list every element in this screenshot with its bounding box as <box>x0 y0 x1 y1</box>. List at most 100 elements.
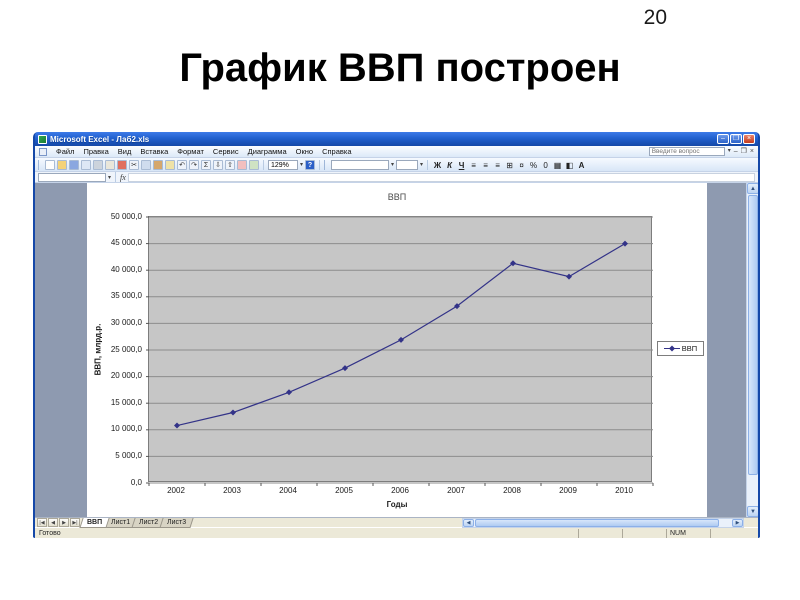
redo-icon[interactable]: ↷ <box>189 159 199 170</box>
save-icon[interactable] <box>69 159 79 170</box>
spelling-icon[interactable] <box>117 159 127 170</box>
y-axis-tick-label: 30 000,0 <box>110 317 142 327</box>
menu-item-вид[interactable]: Вид <box>117 147 132 156</box>
x-axis-tick-label: 2006 <box>391 486 409 495</box>
help-icon[interactable]: ? <box>305 159 316 170</box>
menu-item-формат[interactable]: Формат <box>177 147 204 156</box>
underline-button[interactable]: Ч <box>458 161 465 170</box>
scroll-down-icon[interactable]: ▼ <box>747 506 758 517</box>
font-size-select[interactable] <box>396 159 419 170</box>
vertical-scroll-thumb[interactable] <box>748 195 758 475</box>
drawing-icon[interactable] <box>249 159 259 170</box>
paste-icon[interactable] <box>153 159 163 170</box>
align-left-icon[interactable]: ≡ <box>471 161 476 170</box>
last-sheet-button[interactable]: ▶| <box>70 518 80 527</box>
prev-sheet-button[interactable]: ◀ <box>48 518 58 527</box>
currency-icon[interactable]: ¤ <box>519 161 524 170</box>
font-color-icon[interactable]: А <box>578 161 585 170</box>
comma-style-icon[interactable]: 0 <box>543 161 548 170</box>
slide-title: График ВВП построен <box>179 46 621 90</box>
y-axis-tick-label: 5 000,0 <box>115 450 142 460</box>
menu-item-диаграмма[interactable]: Диаграмма <box>247 147 287 156</box>
toolbar-separator <box>319 159 321 170</box>
font-name-select[interactable] <box>331 159 390 170</box>
toolbar-grip[interactable] <box>38 159 41 170</box>
copy-icon[interactable] <box>141 159 151 170</box>
format-painter-icon[interactable] <box>165 159 175 170</box>
italic-button[interactable]: К <box>447 161 452 170</box>
question-input[interactable] <box>648 147 725 156</box>
chart-legend[interactable]: ВВП <box>657 341 704 356</box>
first-sheet-button[interactable]: |◀ <box>37 518 47 527</box>
sort-ascending-icon[interactable]: ⇩ <box>213 159 223 170</box>
chart-sheet[interactable]: ВВП ВВП, млрд.р. Годы ВВП 0,0 5 000,0 10 0… <box>87 183 707 517</box>
open-icon[interactable] <box>57 159 67 170</box>
workbook-icon <box>39 147 47 156</box>
y-axis-tick-label: 45 000,0 <box>110 238 142 248</box>
align-center-icon[interactable]: ≡ <box>483 161 488 170</box>
plot-area[interactable] <box>146 216 654 486</box>
toolbar-grip[interactable] <box>324 159 327 170</box>
status-cell <box>578 528 622 538</box>
y-axis-tick-label: 20 000,0 <box>110 371 142 381</box>
x-axis-tick-label: 2007 <box>447 486 465 495</box>
autosum-icon[interactable]: Σ <box>201 159 211 170</box>
name-box-dropdown-arrow-icon[interactable]: ▾ <box>108 174 112 181</box>
undo-icon[interactable]: ↶ <box>177 159 187 170</box>
print-icon[interactable] <box>93 159 103 170</box>
window-titlebar[interactable]: Microsoft Excel - Лаб2.xls – ❐ × <box>35 132 758 146</box>
new-document-icon[interactable] <box>45 159 55 170</box>
scroll-right-icon[interactable]: ▶ <box>732 519 743 527</box>
sheet-tab-ввп[interactable]: ВВП <box>79 517 110 528</box>
toolbars-row: ✂ ↶ ↷ Σ ⇩ ⇧ 129% ▾ ? ▾ ▾ Ж К Ч ≡ ≡ ≡ ⊞ ¤% 0 ▦ ◧ А <box>35 158 758 172</box>
name-box[interactable] <box>38 172 106 182</box>
sheet-tabs: ВВП Лист1 Лист2 Лист3 <box>79 517 195 528</box>
percent-icon[interactable]: % <box>529 161 538 170</box>
horizontal-scroll-thumb[interactable] <box>475 519 719 527</box>
scroll-up-icon[interactable]: ▲ <box>747 183 758 194</box>
restore-button[interactable]: ❐ <box>730 134 742 144</box>
menu-item-окно[interactable]: Окно <box>295 147 314 156</box>
borders-icon[interactable]: ▦ <box>553 161 562 170</box>
workbook-close-icon[interactable]: × <box>749 148 754 155</box>
cut-icon[interactable]: ✂ <box>129 159 139 170</box>
workarea: ВВП ВВП, млрд.р. Годы ВВП 0,0 5 000,0 10 0… <box>35 183 758 517</box>
menu-item-сервис[interactable]: Сервис <box>212 147 239 156</box>
next-sheet-button[interactable]: ▶ <box>59 518 69 527</box>
zoom-select[interactable]: 129% <box>268 159 298 170</box>
scroll-left-icon[interactable]: ◀ <box>463 519 474 527</box>
y-axis-tick-label: 50 000,0 <box>110 211 142 221</box>
align-right-icon[interactable]: ≡ <box>495 161 500 170</box>
formatting-toolbar: Ж К Ч ≡ ≡ ≡ ⊞ ¤% 0 ▦ ◧ А <box>432 159 587 170</box>
menu-item-справка[interactable]: Справка <box>322 147 352 156</box>
fill-color-icon[interactable]: ◧ <box>565 161 574 170</box>
sheet-tab-лист3[interactable]: Лист3 <box>159 517 195 528</box>
workbook-minimize-icon[interactable]: – <box>733 148 738 155</box>
workbook-restore-icon[interactable]: ❐ <box>740 148 747 155</box>
x-axis-tick-label: 2010 <box>615 486 633 495</box>
menu-item-правка[interactable]: Правка <box>83 147 109 156</box>
font-dropdown-arrow-icon[interactable]: ▾ <box>391 162 395 168</box>
y-axis-tick-label: 10 000,0 <box>110 424 142 434</box>
formula-input[interactable] <box>127 172 755 182</box>
print-preview-icon[interactable] <box>105 159 115 170</box>
merge-center-icon[interactable]: ⊞ <box>506 161 513 170</box>
minimize-button[interactable]: – <box>717 134 729 144</box>
x-axis-tick-label: 2009 <box>559 486 577 495</box>
close-button[interactable]: × <box>743 134 755 144</box>
sort-descending-icon[interactable]: ⇧ <box>225 159 235 170</box>
toolbar-options-arrow-icon[interactable]: ▾ <box>727 148 731 154</box>
menu-item-файл[interactable]: Файл <box>56 147 75 156</box>
horizontal-scrollbar[interactable]: ◀ ▶ <box>462 518 744 528</box>
legend-label: ВВП <box>681 344 698 353</box>
vertical-scrollbar[interactable]: ▲ ▼ <box>746 183 758 517</box>
status-cell <box>622 528 666 538</box>
sheet-tab-row: |◀ ◀ ▶ ▶| ВВП Лист1 Лист2 Лист3 ◀ ▶ <box>35 517 758 528</box>
bold-button[interactable]: Ж <box>433 161 442 170</box>
menu-item-вставка[interactable]: Вставка <box>140 147 169 156</box>
zoom-dropdown-arrow-icon[interactable]: ▾ <box>300 162 304 168</box>
insert-function-icon[interactable]: fx <box>120 172 126 182</box>
size-dropdown-arrow-icon[interactable]: ▾ <box>420 162 424 168</box>
email-icon[interactable] <box>81 159 91 170</box>
chart-wizard-icon[interactable] <box>237 159 247 170</box>
